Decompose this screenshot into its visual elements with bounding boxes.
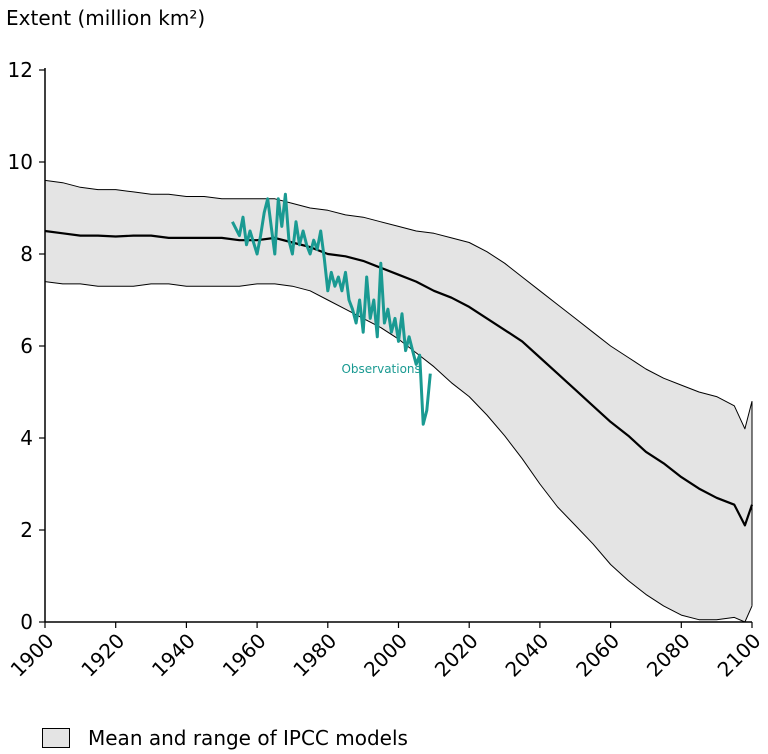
x-tick-label: 2000 [359,629,412,682]
x-tick-label: 2040 [500,629,553,682]
annotation-observations: Observations [341,362,420,376]
y-axis-title: Extent (million km²) [6,6,206,30]
legend: Mean and range of IPCC models [42,726,408,750]
model-mean-line [44,229,754,527]
y-tick-label: 12 [8,58,33,82]
x-tick-label: 1900 [6,629,59,682]
x-tick-label: 1960 [218,629,271,682]
observations-line [231,192,432,426]
x-tick-label: 1980 [288,629,341,682]
y-tick-label: 4 [20,426,33,450]
x-tick-label: 1920 [76,629,129,682]
x-tick-label: 2060 [571,629,624,682]
range-upper-line [44,179,753,430]
series-lines [44,179,754,623]
y-tick-label: 6 [20,334,33,358]
y-tick-label: 8 [20,242,33,266]
legend-swatch [42,728,70,748]
axes [44,68,752,623]
model-range-fill [45,180,752,622]
x-tick-label: 1940 [147,629,200,682]
y-tick-label: 0 [20,610,33,634]
x-tick-label: 2100 [713,629,766,682]
y-tick-label: 2 [20,518,33,542]
legend-label: Mean and range of IPCC models [88,726,408,750]
x-tick-label: 2020 [430,629,483,682]
axis-ticks [39,69,753,628]
x-tick-label: 2080 [642,629,695,682]
model-range-band [45,180,752,622]
y-tick-label: 10 [8,150,33,174]
